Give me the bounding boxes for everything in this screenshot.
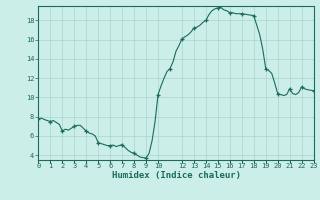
X-axis label: Humidex (Indice chaleur): Humidex (Indice chaleur) xyxy=(111,171,241,180)
